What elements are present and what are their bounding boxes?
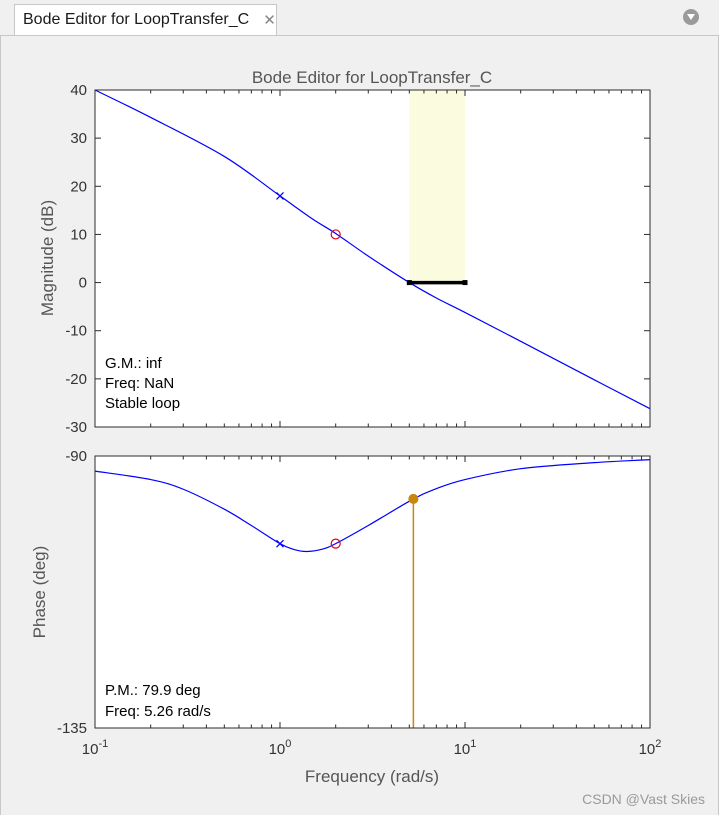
magnitude-zero-marker[interactable] — [330, 229, 341, 240]
pole-x-line-b — [276, 191, 284, 200]
phase-pole-marker[interactable] — [276, 539, 284, 548]
magnitude-axes-box — [94, 89, 651, 428]
y-tick-label: 20 — [70, 178, 87, 195]
magnitude-ylabel: Magnitude (dB) — [38, 200, 57, 316]
y-tick-label: -20 — [65, 371, 87, 388]
y-tick-label: 0 — [79, 275, 87, 292]
y-tick-label: -135 — [57, 720, 87, 737]
phase-plot-area[interactable] — [95, 456, 650, 728]
constraint-handle-left[interactable] — [406, 280, 412, 286]
constraint-handle-right[interactable] — [462, 280, 468, 286]
phase-axes-box — [94, 455, 651, 729]
phase-curve[interactable] — [94, 459, 651, 553]
y-tick-label: -10 — [65, 323, 87, 340]
frequency-xlabel: Frequency (rad/s) — [305, 767, 439, 786]
frame-left-border — [0, 36, 1, 815]
menu-dropdown-icon[interactable] — [683, 9, 699, 25]
y-tick-label: -90 — [65, 448, 87, 465]
y-tick-label: 40 — [70, 82, 87, 99]
x-tick-label: 100 — [269, 738, 292, 758]
magnitude-title: Bode Editor for LoopTransfer_C — [252, 68, 492, 87]
close-icon[interactable]: ✕ — [263, 12, 276, 29]
phase-margin-marker[interactable] — [408, 493, 419, 504]
magnitude-axes[interactable]: Bode Editor for LoopTransfer_C Magnitude… — [38, 68, 651, 436]
magnitude-pole-marker[interactable] — [276, 191, 284, 200]
y-tick-label: 30 — [70, 130, 87, 147]
bode-plot[interactable]: Bode Editor for LoopTransfer_C Magnitude… — [0, 36, 719, 815]
phase-axes[interactable]: Phase (deg) Frequency (rad/s) -90 -135 10… — [30, 448, 661, 786]
phase-zero-marker[interactable] — [330, 538, 341, 549]
y-tick-label: -30 — [65, 419, 87, 436]
phase-xticks: 10-1 100 101 102 — [82, 456, 662, 758]
gm-annotation: G.M.: inf — [105, 355, 163, 372]
pole-x-line-b — [276, 539, 284, 548]
pm-annotation: P.M.: 79.9 deg — [105, 682, 201, 699]
gm-freq-annotation: Freq: NaN — [105, 375, 174, 392]
watermark: CSDN @Vast Skies — [582, 791, 705, 807]
tab-bar: Bode Editor for LoopTransfer_C ✕ — [0, 0, 719, 36]
tab-title: Bode Editor for LoopTransfer_C — [23, 11, 250, 28]
magnitude-yticks: 40 30 20 10 0 -10 -20 -30 — [65, 82, 650, 436]
x-tick-label: 102 — [639, 738, 662, 758]
x-tick-label: 10-1 — [82, 738, 108, 758]
magnitude-xticks — [150, 90, 643, 427]
magnitude-curve[interactable] — [94, 89, 651, 410]
pm-freq-annotation: Freq: 5.26 rad/s — [105, 703, 211, 720]
highlight-band — [409, 90, 465, 283]
y-tick-label: 10 — [70, 226, 87, 243]
x-tick-label: 101 — [454, 738, 477, 758]
stability-annotation: Stable loop — [105, 395, 180, 412]
phase-ylabel: Phase (deg) — [30, 546, 49, 639]
tab-bode-editor[interactable]: Bode Editor for LoopTransfer_C ✕ — [14, 4, 277, 35]
